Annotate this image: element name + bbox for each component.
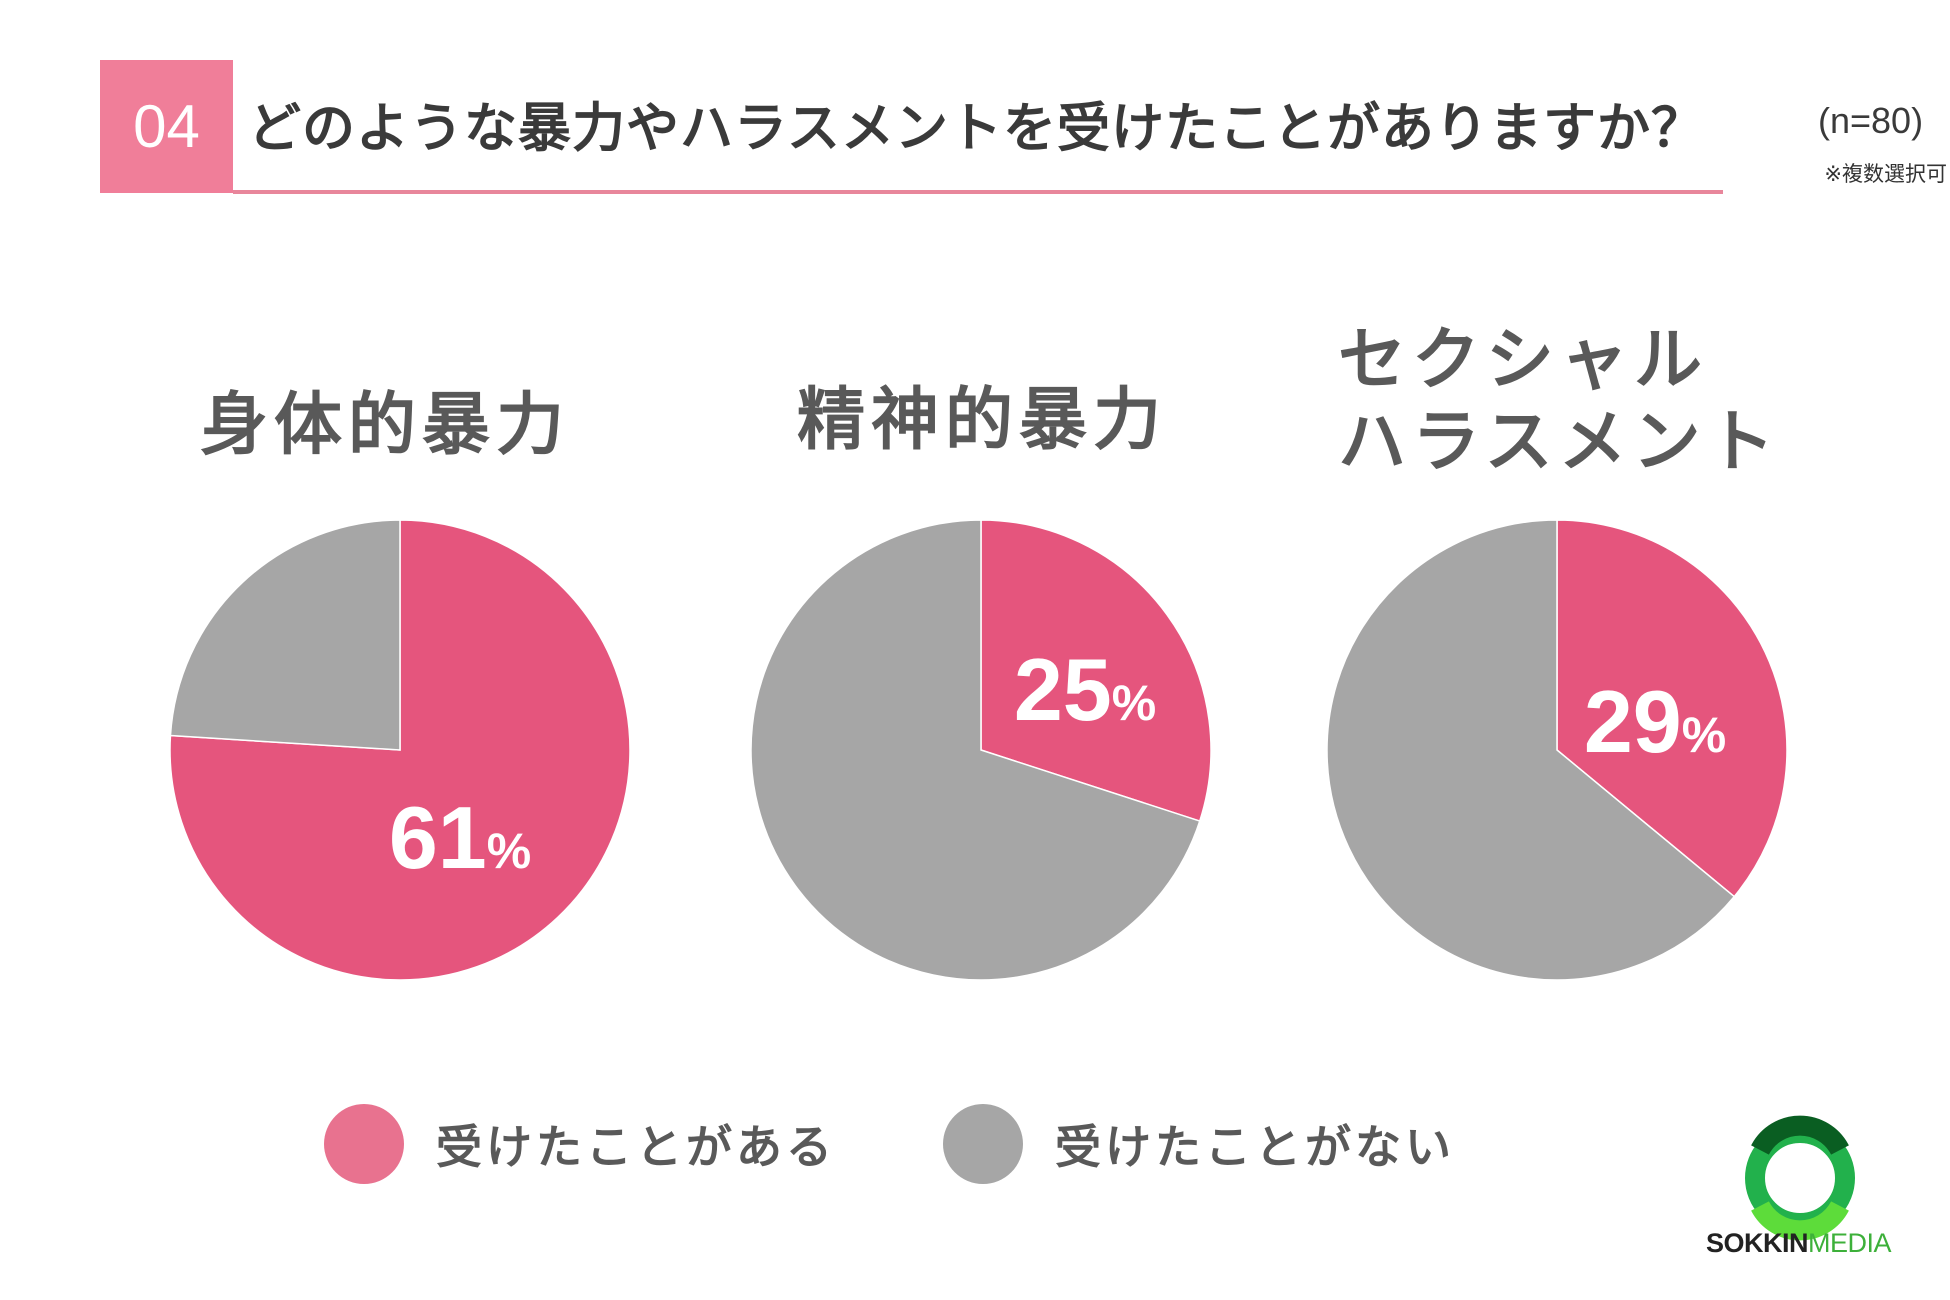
pie-slice-sexual-harassment-experienced: [1556, 519, 1788, 898]
legend-item-not-experienced: 受けたことがない: [943, 1104, 1455, 1184]
sokkin-media-logo-icon: [1745, 1115, 1855, 1241]
pie-slice-psychological-violence-not-experienced: [750, 519, 1201, 981]
logo-wordmark-media: MEDIA: [1808, 1228, 1892, 1258]
logo-wordmark-sokkin: SOKKIN: [1706, 1228, 1809, 1258]
data-label-unit-sexual-harassment: %: [1682, 707, 1726, 763]
legend-label-not-experienced: 受けたことがない: [1055, 1120, 1455, 1174]
pie-slice-psychological-violence-experienced: [980, 519, 1212, 823]
data-label-unit-physical-violence: %: [487, 823, 531, 879]
pie-slice-physical-violence-experienced: [169, 519, 631, 981]
legend-swatch-pink: [324, 1104, 404, 1184]
data-label-value-physical-violence: 61: [389, 788, 487, 887]
legend-label-experienced: 受けたことがある: [436, 1120, 836, 1174]
chart-title-sexual-harassment: セクシャル ハラスメント: [1338, 320, 1781, 483]
multiple-choice-note: ※複数選択可: [1824, 162, 1947, 186]
chart-title-psychological-violence: 精神的暴力: [797, 381, 1168, 460]
pie-slice-sexual-harassment-not-experienced: [1326, 519, 1736, 981]
data-label-psychological-violence: 25%: [1014, 640, 1156, 739]
question-number-badge: 04: [100, 60, 233, 193]
data-label-value-psychological-violence: 25: [1014, 640, 1112, 739]
data-label-value-sexual-harassment: 29: [1584, 672, 1682, 771]
pie-slice-physical-violence-not-experienced: [169, 519, 401, 751]
chart-title-line-1: セクシャル: [1338, 321, 1709, 400]
chart-title-physical-violence: 身体的暴力: [200, 386, 571, 465]
page-title: どのような暴力やハラスメントを受けたことがありますか？: [248, 98, 1705, 159]
data-label-sexual-harassment: 29%: [1584, 672, 1726, 771]
data-label-unit-psychological-violence: %: [1112, 675, 1156, 731]
data-label-physical-violence: 61%: [389, 788, 531, 887]
legend-swatch-gray: [943, 1104, 1023, 1184]
legend-item-experienced: 受けたことがある: [324, 1104, 836, 1184]
logo-wordmark: SOKKINMEDIA: [1706, 1228, 1892, 1259]
title-underline: [233, 190, 1723, 194]
chart-title-line-2: ハラスメント: [1338, 402, 1781, 482]
sample-size-label: (n=80): [1818, 100, 1924, 141]
